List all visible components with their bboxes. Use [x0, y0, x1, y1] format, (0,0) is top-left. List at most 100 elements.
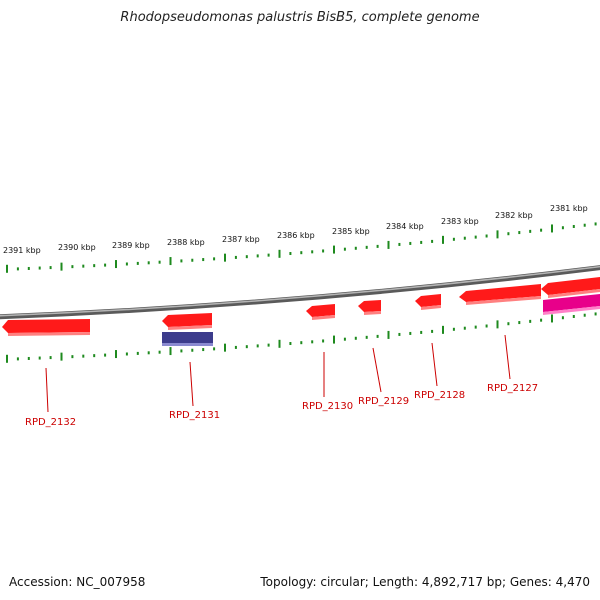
kbp-label: 2382 kbp — [495, 211, 533, 220]
gene-rpd-2132[interactable] — [2, 319, 90, 336]
major-tick — [115, 260, 117, 269]
major-tick — [6, 264, 8, 273]
minor-tick — [234, 345, 237, 349]
major-tick — [387, 330, 390, 339]
major-tick — [278, 339, 281, 348]
minor-tick — [38, 356, 41, 360]
leader-line — [45, 367, 49, 413]
minor-tick — [213, 257, 216, 261]
minor-tick — [311, 340, 314, 344]
gene-label-rpd-2132[interactable]: RPD_2132 — [25, 417, 76, 428]
major-tick — [224, 343, 226, 352]
major-tick — [169, 347, 172, 356]
minor-tick — [125, 352, 128, 356]
minor-tick — [409, 331, 412, 335]
minor-tick — [452, 237, 455, 241]
leader-line — [431, 342, 438, 387]
gene-label-rpd-2129[interactable]: RPD_2129 — [358, 396, 409, 407]
minor-tick — [180, 259, 183, 263]
minor-tick — [147, 351, 150, 355]
minor-tick — [300, 341, 303, 345]
minor-tick — [136, 261, 139, 265]
minor-tick — [474, 235, 477, 239]
minor-tick — [485, 234, 488, 238]
minor-tick — [507, 322, 510, 326]
minor-tick — [158, 260, 161, 264]
gene-right-red[interactable] — [541, 277, 600, 298]
minor-tick — [27, 266, 30, 270]
major-tick — [278, 249, 281, 258]
gene-labels: RPD_2132 RPD_2131 RPD_2130 RPD_2129 RPD_… — [25, 383, 538, 428]
gene-rpd-2131[interactable] — [162, 313, 212, 330]
kbp-label: 2386 kbp — [277, 231, 315, 240]
minor-tick — [540, 228, 543, 232]
minor-tick — [376, 334, 379, 338]
kbp-label: 2391 kbp — [3, 246, 41, 255]
minor-tick — [104, 263, 107, 267]
minor-tick — [518, 231, 521, 235]
kbp-scale: 2391 kbp 2390 kbp 2389 kbp 2388 kbp 2387… — [3, 204, 588, 255]
minor-tick — [71, 265, 74, 269]
minor-tick — [27, 356, 30, 360]
major-tick — [387, 240, 390, 249]
minor-tick — [49, 266, 52, 270]
minor-tick — [431, 329, 434, 333]
minor-tick — [191, 348, 194, 352]
kbp-label: 2390 kbp — [58, 243, 96, 252]
minor-tick — [561, 316, 564, 320]
minor-tick — [93, 354, 96, 358]
gene-rpd-2130[interactable] — [306, 304, 335, 320]
minor-tick — [267, 253, 270, 257]
minor-tick — [594, 222, 597, 226]
minor-tick — [82, 264, 85, 268]
minor-tick — [267, 343, 270, 347]
minor-tick — [71, 355, 74, 359]
major-tick — [496, 320, 499, 329]
minor-tick — [572, 224, 575, 228]
major-tick — [60, 262, 63, 271]
gene-label-rpd-2127[interactable]: RPD_2127 — [487, 383, 538, 394]
upper-tick-track — [6, 222, 597, 273]
minor-tick — [202, 348, 205, 352]
gene-rpd-2131-bar[interactable] — [162, 332, 213, 346]
minor-tick — [594, 312, 597, 316]
minor-tick — [354, 246, 357, 250]
minor-tick — [529, 229, 532, 233]
gene-rpd-2127[interactable] — [459, 284, 541, 305]
major-tick — [60, 352, 63, 361]
minor-tick — [365, 335, 368, 339]
minor-tick — [245, 345, 248, 349]
minor-tick — [583, 223, 586, 227]
minor-tick — [485, 324, 488, 328]
major-tick — [333, 335, 335, 344]
major-tick — [169, 257, 172, 266]
minor-tick — [256, 344, 259, 348]
minor-tick — [202, 258, 205, 262]
minor-tick — [245, 255, 248, 259]
gene-label-rpd-2128[interactable]: RPD_2128 — [414, 390, 465, 401]
minor-tick — [343, 337, 346, 341]
gene-rpd-2129[interactable] — [358, 300, 381, 315]
minor-tick — [158, 350, 161, 354]
minor-tick — [583, 313, 586, 317]
gene-rpd-2128[interactable] — [415, 294, 441, 310]
gene-label-rpd-2131[interactable]: RPD_2131 — [169, 410, 220, 421]
kbp-label: 2388 kbp — [167, 238, 205, 247]
gene-label-rpd-2130[interactable]: RPD_2130 — [302, 401, 353, 412]
minor-tick — [191, 258, 194, 262]
minor-tick — [420, 330, 423, 334]
gene-leader-lines — [45, 334, 511, 413]
major-tick — [551, 224, 553, 233]
gene-right-magenta[interactable] — [543, 294, 600, 315]
minor-tick — [431, 239, 434, 243]
minor-tick — [561, 226, 564, 230]
lower-tick-track — [6, 312, 597, 363]
minor-tick — [474, 325, 477, 329]
kbp-label: 2385 kbp — [332, 227, 370, 236]
minor-tick — [529, 319, 532, 323]
gene-features — [2, 277, 600, 346]
minor-tick — [104, 353, 107, 357]
minor-tick — [300, 251, 303, 255]
minor-tick — [322, 249, 325, 253]
minor-tick — [409, 241, 412, 245]
